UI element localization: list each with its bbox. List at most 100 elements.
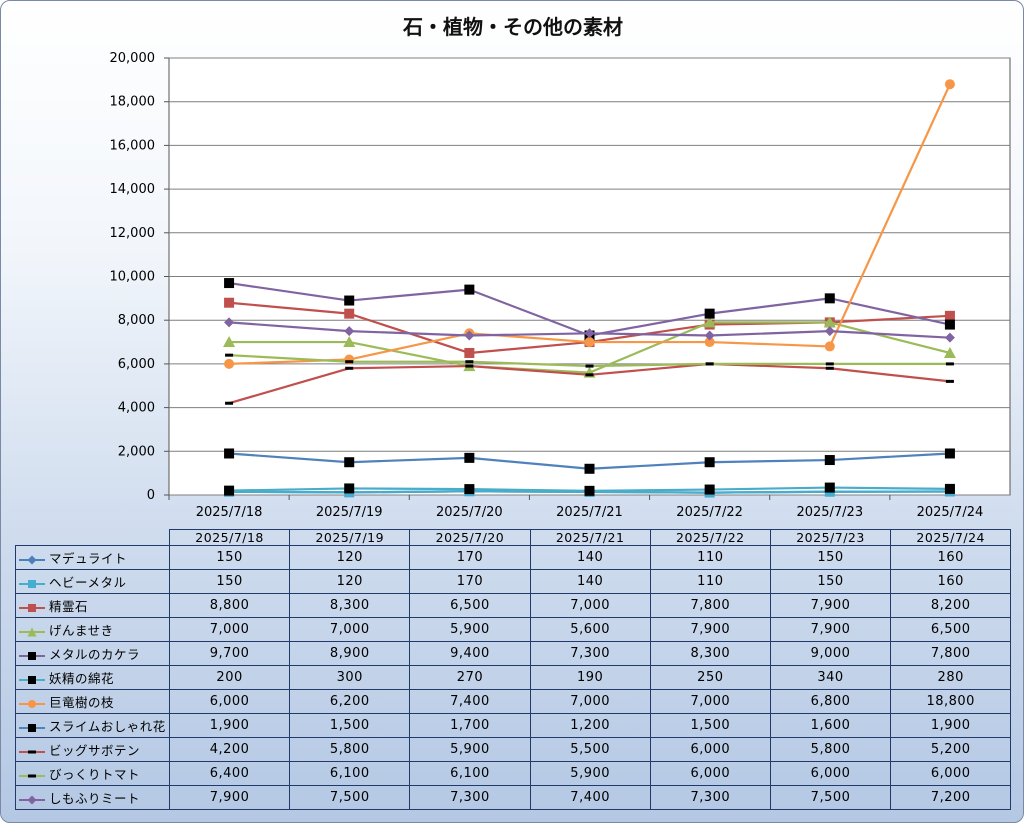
table-column-header: 2025/7/19: [289, 529, 411, 546]
legend-key-marker: [28, 774, 36, 777]
data-point-series-5: [464, 284, 475, 295]
table-cell-value: 6,200: [289, 689, 411, 714]
table-cell-value: 120: [289, 569, 411, 594]
legend-key-marker: [28, 723, 36, 732]
data-point-series-6: [464, 484, 475, 495]
series-name: げんませき: [49, 623, 114, 638]
table-cell-value: 5,600: [529, 617, 651, 642]
data-point-series-3: [344, 308, 355, 319]
table-cell-value: 7,400: [529, 785, 651, 810]
table-cell-value: 7,200: [890, 785, 1012, 810]
table-cell-value: 7,000: [649, 689, 771, 714]
data-point-series-10: [585, 364, 594, 368]
table-cell-value: 270: [409, 665, 531, 690]
data-point-series-10: [945, 362, 954, 366]
table-header-row: 2025/7/18 2025/7/19 2025/7/20 2025/7/21 2025…: [15, 529, 1012, 546]
table-cell-value: 7,400: [409, 689, 531, 714]
data-point-series-11: [704, 330, 715, 341]
table-cell-value: 170: [409, 545, 531, 570]
legend-key: [19, 555, 45, 564]
table-cell-value: 1,700: [409, 713, 531, 738]
series-name-cell: 精霊石: [15, 593, 170, 618]
legend-key: [19, 675, 45, 684]
data-point-series-8: [944, 448, 955, 459]
series-name: しもふりミート: [49, 791, 141, 806]
table-cell-value: 7,800: [890, 641, 1012, 666]
table-cell-value: 6,800: [769, 689, 892, 714]
table-cell-value: 5,900: [409, 617, 531, 642]
table-cell-value: 1,900: [168, 713, 291, 738]
series-name: ヘビーメタル: [49, 575, 127, 590]
data-point-series-11: [224, 317, 235, 328]
table-cell-value: 7,900: [769, 593, 892, 618]
data-point-series-10: [225, 353, 234, 357]
table-cell-value: 4,200: [168, 737, 291, 762]
y-tick-label: 14,000: [110, 182, 156, 197]
data-point-series-8: [704, 457, 715, 468]
series-name-cell: ヘビーメタル: [15, 569, 170, 594]
table-cell-value: 6,000: [649, 761, 771, 786]
table-cell-value: 7,500: [289, 785, 411, 810]
table-cell-value: 5,800: [769, 737, 892, 762]
table-cell-value: 1,500: [649, 713, 771, 738]
data-point-series-8: [464, 452, 475, 463]
legend-key: [19, 603, 45, 612]
data-point-series-10: [705, 362, 714, 366]
data-point-series-5: [344, 295, 355, 306]
table-row: ビッグサボテン 4,200 5,800 5,900 5,500 6,000 5,800 5,2…: [15, 737, 1012, 762]
table-cell-value: 140: [529, 569, 651, 594]
data-point-series-3: [224, 297, 235, 308]
legend-key-marker: [27, 795, 37, 804]
y-tick-label: 6,000: [118, 357, 155, 372]
data-point-series-9: [945, 379, 954, 383]
x-tick-label: 2025/7/21: [556, 505, 623, 520]
table-cell-value: 9,000: [769, 641, 892, 666]
data-point-series-9: [345, 366, 354, 370]
table-column-header: 2025/7/22: [649, 529, 771, 546]
table-cell-value: 1,200: [529, 713, 651, 738]
data-point-series-11: [584, 328, 595, 339]
data-point-series-8: [224, 448, 235, 459]
data-point-series-7: [824, 341, 835, 352]
table-row: しもふりミート 7,900 7,500 7,300 7,400 7,300 7,500 7,2…: [15, 785, 1012, 810]
series-name: 妖精の綿花: [49, 671, 115, 686]
table-cell-value: 5,800: [289, 737, 411, 762]
y-tick-label: 10,000: [110, 270, 156, 285]
legend-key: [19, 699, 45, 708]
table-cell-value: 8,300: [289, 593, 411, 618]
legend-key: [19, 627, 45, 636]
data-point-series-5: [944, 319, 955, 330]
table-cell-value: 300: [289, 665, 411, 690]
y-tick-label: 8,000: [118, 313, 155, 328]
table-cell-value: 7,900: [168, 785, 291, 810]
table-cell-value: 250: [649, 665, 771, 690]
data-point-series-4: [223, 336, 236, 348]
table-cell-value: 150: [769, 569, 892, 594]
legend-key: [19, 750, 45, 753]
table-cell-value: 150: [769, 545, 892, 570]
data-point-series-6: [224, 485, 235, 496]
data-point-series-9: [585, 373, 594, 377]
x-tick-label: 2025/7/19: [316, 505, 383, 520]
data-point-series-8: [344, 457, 355, 468]
series-name: スライムおしゃれ花: [49, 719, 166, 734]
data-point-series-8: [584, 463, 595, 474]
legend-key: [19, 723, 45, 732]
series-name-cell: 妖精の綿花: [15, 665, 170, 690]
data-point-series-6: [704, 484, 715, 495]
series-name: ビッグサボテン: [49, 743, 141, 758]
series-name-cell: スライムおしゃれ花: [15, 713, 170, 738]
table-cell-value: 6,000: [890, 761, 1012, 786]
table-cell-value: 7,000: [529, 593, 651, 618]
table-cell-value: 5,900: [409, 737, 531, 762]
table-cell-value: 7,900: [649, 617, 771, 642]
chart-title: 石・植物・その他の素材: [403, 15, 623, 39]
table-row: スライムおしゃれ花 1,900 1,500 1,700 1,200 1,500 1,600 1…: [15, 713, 1012, 738]
y-tick-label: 20,000: [110, 51, 156, 66]
table-cell-value: 7,300: [529, 641, 651, 666]
legend-key-marker: [28, 750, 36, 753]
table-row: メタルのカケラ 9,700 8,900 9,400 7,300 8,300 9,000 7,8…: [15, 641, 1012, 666]
legend-key-marker: [27, 627, 37, 636]
